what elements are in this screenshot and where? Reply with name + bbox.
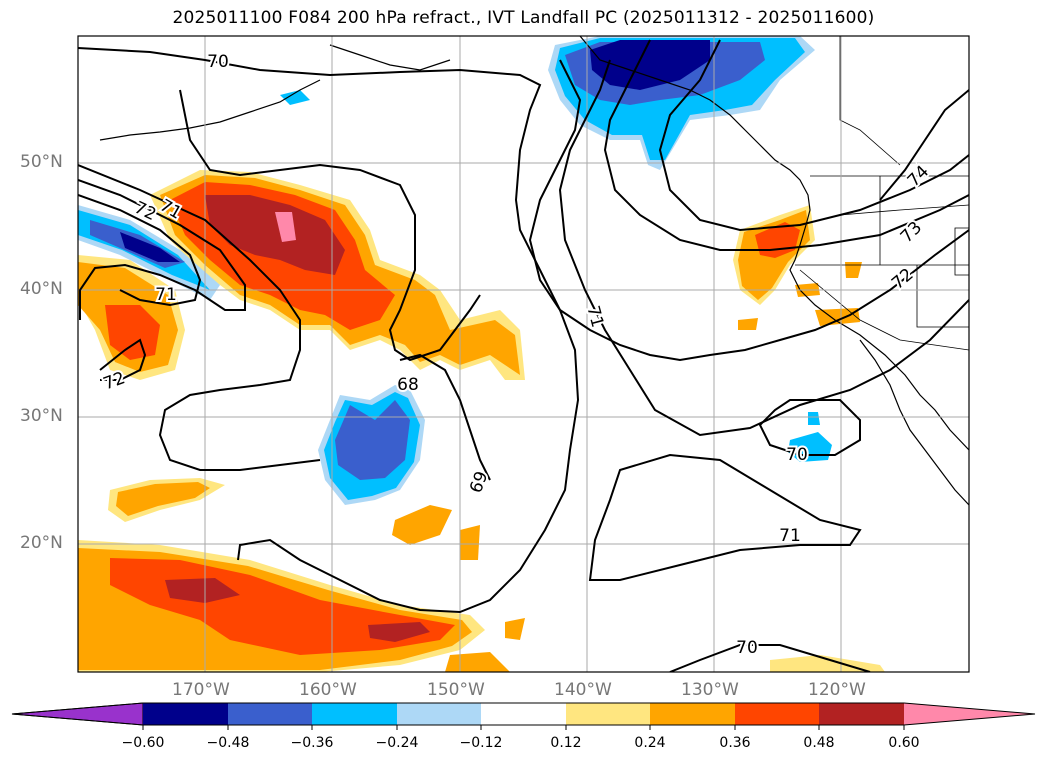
- contour-label: 68: [397, 375, 419, 395]
- lat-tick-label: 40°N: [20, 279, 63, 299]
- baja-coastline: [859, 339, 969, 506]
- colorbar-segment: [397, 703, 481, 725]
- contour-line: [78, 179, 246, 320]
- colorbar-segment: [566, 703, 650, 725]
- contour-line: [588, 453, 862, 581]
- colorbar-tick-label: 0.36: [719, 735, 751, 751]
- colorbar-tick-label: 0.60: [888, 735, 920, 751]
- contour-line: [99, 338, 147, 381]
- colorbar-tick-label: −0.24: [375, 735, 419, 751]
- anomaly-fill-layer: [78, 36, 885, 672]
- colorbar-tick-label: −0.48: [206, 735, 250, 751]
- negative-anomaly-region: [280, 90, 310, 105]
- negative-anomaly-region: [335, 400, 410, 480]
- gridline-layer: [78, 36, 969, 672]
- positive-anomaly-region: [165, 578, 240, 603]
- colorbar-segment: [312, 703, 397, 725]
- contour-label: 70: [207, 52, 229, 72]
- lon-tick-label: 170°W: [172, 680, 230, 700]
- positive-anomaly-region: [770, 655, 885, 672]
- colorbar-tick-label: 0.12: [550, 735, 582, 751]
- lon-tick-label: 160°W: [299, 680, 357, 700]
- map-frame: [77, 35, 970, 673]
- negative-anomaly-region: [808, 412, 820, 425]
- contour-layer: [78, 39, 969, 672]
- colorbar-tick-label: 0.24: [634, 735, 666, 751]
- positive-anomaly-region: [738, 318, 758, 330]
- colorbar-segment: [650, 703, 735, 725]
- colorbar: [11, 702, 1036, 730]
- contour-label: 71: [779, 526, 801, 546]
- colorbar-extend-low: [11, 702, 144, 726]
- colorbar-segment: [819, 703, 904, 725]
- positive-anomaly-region: [505, 618, 525, 640]
- contour-label: 71: [155, 285, 177, 305]
- negative-anomaly-region: [120, 232, 180, 262]
- contour-label: 73: [897, 218, 926, 247]
- contour-line: [879, 89, 969, 201]
- contour-line: [658, 39, 969, 232]
- contour-line: [528, 59, 969, 362]
- positive-anomaly-region: [275, 212, 296, 242]
- contour-label: 70: [786, 445, 808, 465]
- border-layer: [795, 36, 969, 351]
- contour-label: 72: [888, 265, 917, 294]
- colorbar-segment: [735, 703, 819, 725]
- positive-anomaly-region: [205, 195, 345, 275]
- lon-tick-label: 140°W: [554, 680, 612, 700]
- positive-anomaly-region: [105, 305, 160, 360]
- positive-anomaly-region: [460, 525, 480, 560]
- positive-anomaly-region: [445, 652, 510, 672]
- lon-tick-label: 120°W: [808, 680, 866, 700]
- contour-line: [78, 164, 321, 471]
- contour-line: [179, 89, 481, 362]
- positive-anomaly-region: [392, 505, 452, 545]
- contour-line: [603, 39, 969, 251]
- alaska-inner-coast: [329, 44, 451, 71]
- contour-line: [669, 644, 871, 672]
- contour-line: [758, 399, 861, 456]
- coastline-layer: [99, 36, 969, 506]
- alaska-coastline: [579, 36, 969, 451]
- colorbar-tick-label: −0.12: [459, 735, 503, 751]
- map-area: [78, 36, 969, 672]
- contour-label: 70: [736, 638, 758, 658]
- contour-line: [558, 59, 969, 437]
- contour-label: 69: [466, 469, 492, 496]
- colorbar-segment: [143, 703, 228, 725]
- positive-anomaly-region: [845, 262, 862, 278]
- positive-anomaly-region: [368, 622, 430, 642]
- lon-tick-label: 130°W: [681, 680, 739, 700]
- aleutian-islands: [99, 79, 321, 141]
- contour-line: [78, 194, 202, 307]
- positive-anomaly-region: [815, 308, 860, 326]
- map-title: 2025011100 F084 200 hPa refract., IVT La…: [172, 8, 875, 28]
- lat-tick-label: 50°N: [20, 152, 63, 172]
- colorbar-tick-label: −0.36: [290, 735, 334, 751]
- contour-line: [78, 47, 580, 614]
- colorbar-tick-label: −0.60: [121, 735, 165, 751]
- colorbar-tick-label: 0.48: [803, 735, 835, 751]
- contour-line: [399, 353, 491, 481]
- colorbar-extend-high: [904, 703, 1035, 725]
- lat-tick-label: 30°N: [20, 406, 63, 426]
- lon-tick-label: 150°W: [427, 680, 485, 700]
- colorbar-segment: [228, 703, 312, 725]
- lat-tick-label: 20°N: [20, 533, 63, 553]
- colorbar-segment: [481, 703, 566, 725]
- positive-anomaly-region: [116, 482, 210, 516]
- negative-anomaly-region: [590, 40, 710, 90]
